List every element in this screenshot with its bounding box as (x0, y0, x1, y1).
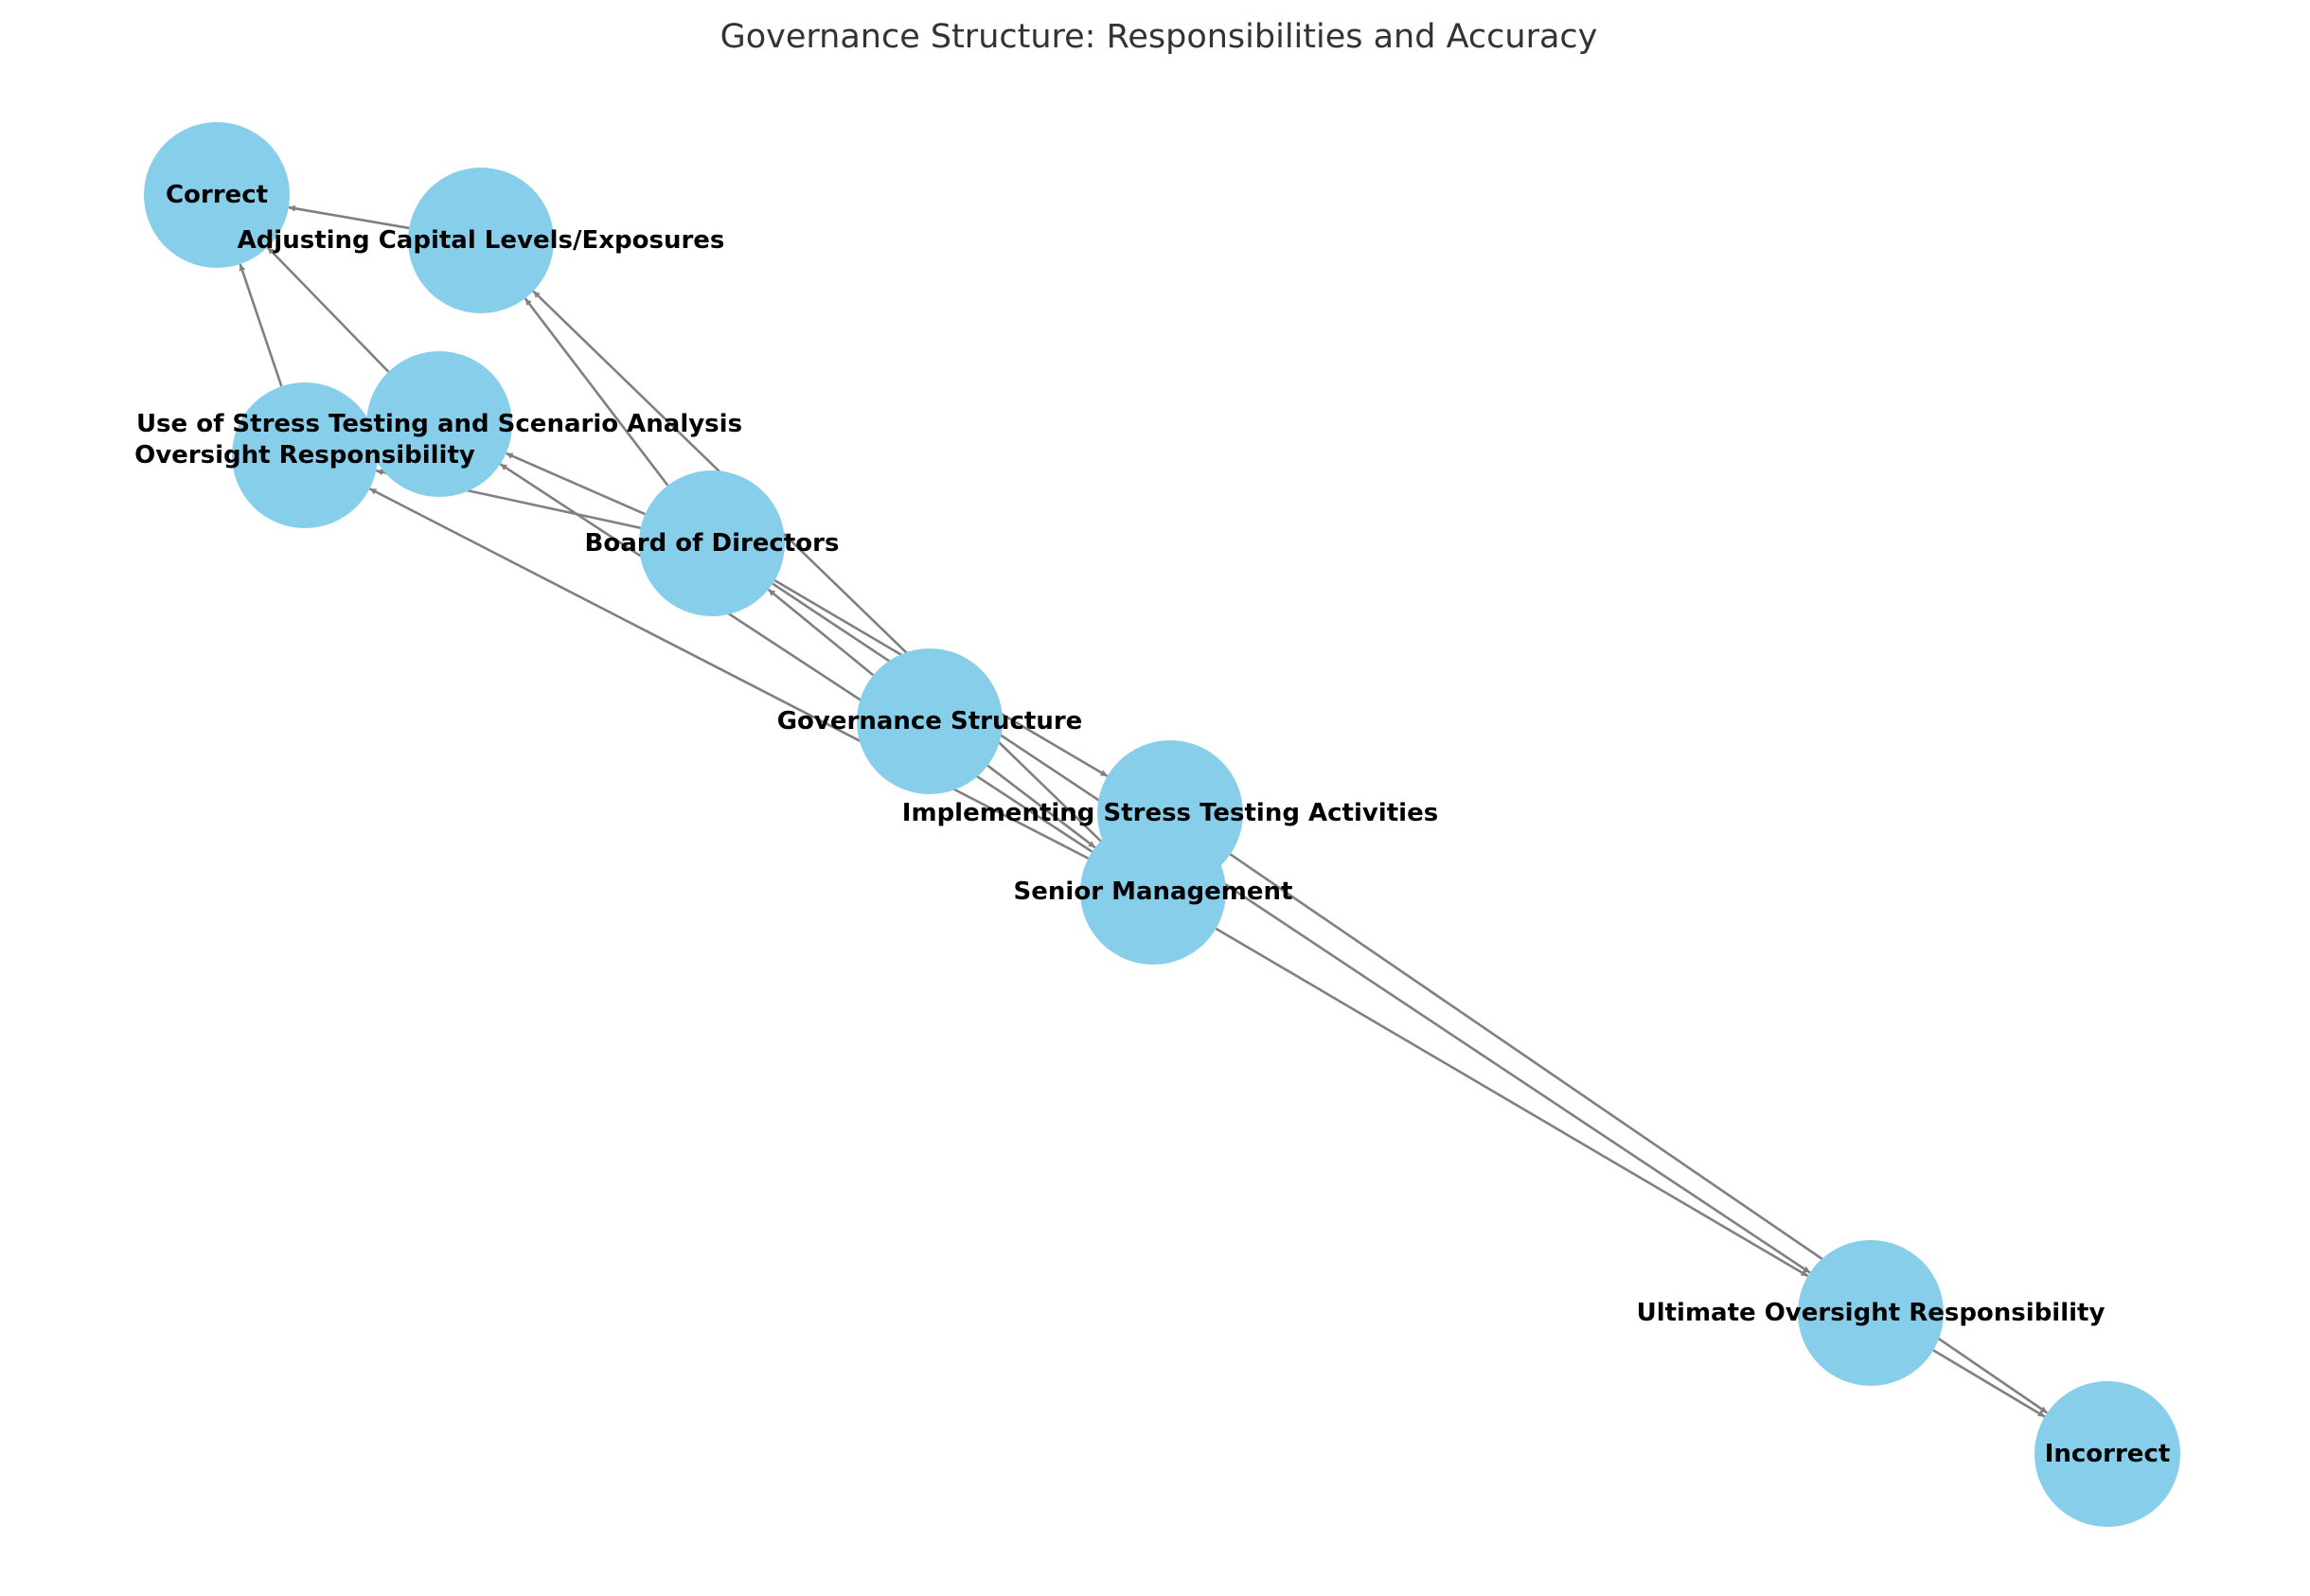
node-label-adjusting: Adjusting Capital Levels/Exposures (238, 226, 725, 255)
edge-senior-to-ultimate (1215, 927, 1809, 1278)
node-label-ultimate: Ultimate Oversight Responsibility (1637, 1299, 2106, 1327)
node-label-board: Board of Directors (585, 529, 840, 558)
node-label-governance: Governance Structure (777, 707, 1083, 736)
node-oversight (232, 382, 378, 528)
node-label-implementing: Implementing Stress Testing Activities (902, 799, 1438, 827)
edge-board-to-adjusting (524, 297, 669, 487)
nodes-layer (144, 122, 2180, 1527)
edge-senior-to-oversight (368, 488, 1090, 860)
node-use (366, 351, 512, 497)
node-governance (857, 648, 1003, 794)
node-label-correct: Correct (166, 181, 268, 209)
diagram-title: Governance Structure: Responsibilities a… (720, 18, 1598, 56)
node-correct (144, 122, 290, 268)
edge-senior-to-use (499, 463, 1093, 853)
node-label-incorrect: Incorrect (2045, 1440, 2171, 1468)
node-label-oversight: Oversight Responsibility (134, 441, 475, 470)
edge-oversight-to-correct (239, 263, 283, 387)
edge-use-to-correct (266, 246, 390, 373)
node-label-use: Use of Stress Testing and Scenario Analy… (136, 410, 742, 438)
edge-adjusting-to-correct (288, 204, 410, 230)
edge-ultimate-to-incorrect (1932, 1349, 2046, 1418)
edge-governance-to-senior (986, 764, 1096, 849)
node-incorrect (2035, 1381, 2180, 1527)
node-ultimate (1798, 1240, 1944, 1386)
labels-layer: Governance Structure Board of Directors Se… (134, 181, 2170, 1468)
node-board (639, 470, 785, 616)
node-adjusting (408, 168, 554, 313)
edge-board-to-use (506, 452, 646, 516)
node-implementing (1097, 740, 1243, 886)
edge-senior-to-adjusting (532, 290, 1102, 842)
node-label-senior: Senior Management (1014, 878, 1293, 906)
edge-governance-to-board (767, 588, 875, 677)
